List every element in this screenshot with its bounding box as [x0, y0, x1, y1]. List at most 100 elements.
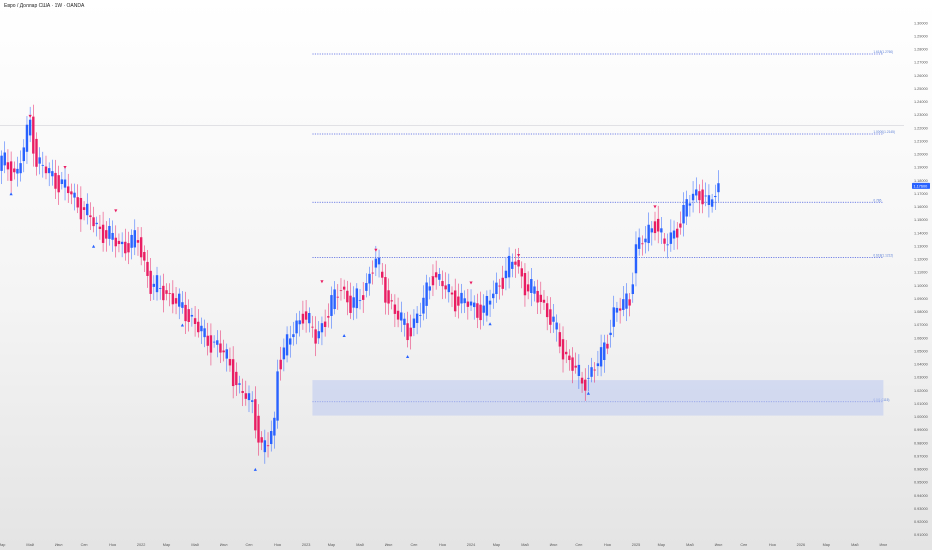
candle-body — [295, 320, 298, 334]
candle-body — [130, 234, 133, 248]
candle-body — [178, 293, 181, 307]
candle-body — [257, 415, 260, 443]
candle-body — [282, 347, 286, 360]
candle-body — [323, 321, 327, 328]
price-axis[interactable]: 1.30000 1.29000 1.28000 1.27000 1.26000 1.250… — [912, 21, 930, 537]
time-tick-label: 2024 — [467, 543, 475, 547]
candle-body — [235, 371, 238, 386]
pivot-high-marker — [114, 209, 118, 213]
time-tick-label: Июл — [385, 543, 393, 547]
candle-body — [76, 197, 79, 208]
pivot-low-marker — [405, 355, 410, 358]
candle-body — [542, 299, 546, 303]
candle-body — [523, 273, 527, 296]
candle-body — [263, 440, 267, 453]
time-tick-label: Сен — [575, 543, 582, 547]
candle-body — [222, 350, 225, 353]
candle-body — [336, 296, 340, 298]
candle-body — [425, 282, 428, 306]
candle-body — [634, 244, 638, 274]
candle-body — [108, 225, 111, 239]
fib-level-label: 1.0000(1.2145) — [873, 130, 895, 134]
candle-body — [472, 302, 476, 308]
candle-body — [250, 400, 254, 402]
pivot-high-marker — [517, 253, 521, 257]
candle-body — [168, 293, 171, 294]
candle-body — [393, 304, 397, 314]
candle-body — [193, 318, 197, 324]
price-tick-label: 1.00000 — [914, 415, 928, 419]
candle-body — [120, 241, 124, 245]
time-tick-label: 2025 — [632, 543, 640, 547]
price-tick-label: 1.28000 — [914, 48, 928, 52]
candle-body — [111, 232, 114, 240]
fib-level-label: 1.618(1.2760) — [873, 50, 893, 54]
candle-body — [644, 238, 647, 243]
candle-body — [679, 223, 682, 228]
fib-level-label: 0.786 — [873, 198, 881, 202]
candle-body — [587, 377, 590, 379]
candle-body — [403, 318, 406, 325]
candle-body — [143, 252, 146, 261]
candle-body — [431, 277, 435, 286]
candle-body — [412, 318, 416, 328]
price-tick-label: 0.95000 — [914, 481, 928, 485]
last-price-label: 1.17600 — [914, 184, 928, 188]
pivot-low-marker — [180, 323, 184, 327]
candle-body — [584, 379, 587, 391]
candle-body — [105, 230, 108, 239]
candle-body — [447, 284, 451, 293]
candle-body — [0, 155, 3, 171]
candle-body — [152, 283, 156, 287]
candle-body — [197, 321, 200, 333]
candle-body — [206, 335, 209, 346]
candle-body — [136, 240, 140, 243]
time-axis[interactable]: Мар Май Июл Сен Ноя 2022 Мар Май Июл Сен Ноя 2023 Ма… — [0, 543, 887, 547]
candle-body — [517, 260, 520, 267]
candle-body — [419, 315, 422, 316]
price-tick-label: 1.03000 — [914, 376, 928, 380]
price-tick-label: 0.99000 — [914, 428, 928, 432]
candle-body — [476, 303, 479, 318]
price-tick-label: 0.96000 — [914, 468, 928, 472]
candle-body — [457, 296, 460, 306]
candle-body — [618, 308, 622, 311]
candle-body — [409, 327, 412, 337]
time-tick-label: Сен — [246, 543, 253, 547]
candle-body — [25, 124, 29, 152]
candle-body — [92, 217, 95, 227]
candle-body — [73, 192, 76, 198]
candle-body — [3, 152, 6, 166]
price-tick-label: 1.29000 — [914, 34, 928, 38]
candle-body — [438, 273, 441, 280]
candle-body — [710, 199, 714, 207]
price-tick-label: 0.98000 — [914, 441, 928, 445]
candle-body — [555, 322, 558, 330]
candle-body — [298, 320, 301, 325]
price-tick-label: 1.24000 — [914, 100, 928, 104]
pivot-high-marker — [320, 280, 324, 284]
candle-body — [231, 359, 235, 387]
price-tick-label: 1.20000 — [914, 153, 928, 157]
candle-body — [672, 230, 676, 239]
price-tick-label: 1.14000 — [914, 231, 928, 235]
time-tick-label: Мар — [493, 543, 500, 547]
candle-body — [139, 237, 143, 258]
fib-level-label: 0.618(1.1212) — [873, 253, 893, 257]
candle-body — [32, 116, 35, 154]
price-tick-label: 1.19000 — [914, 166, 928, 170]
time-tick-label: Мар — [0, 543, 5, 547]
candle-body — [453, 290, 457, 312]
price-tick-label: 1.13000 — [914, 244, 928, 248]
candle-body — [698, 191, 701, 201]
candle-body — [317, 331, 320, 339]
candle-body — [666, 244, 669, 246]
time-tick-label: Мар — [163, 543, 170, 547]
candle-body — [114, 237, 117, 247]
time-tick-label: Май — [851, 543, 858, 547]
candle-body — [273, 417, 276, 436]
candle-body — [539, 294, 543, 303]
candle-body — [400, 312, 403, 321]
candle-body — [330, 295, 333, 316]
